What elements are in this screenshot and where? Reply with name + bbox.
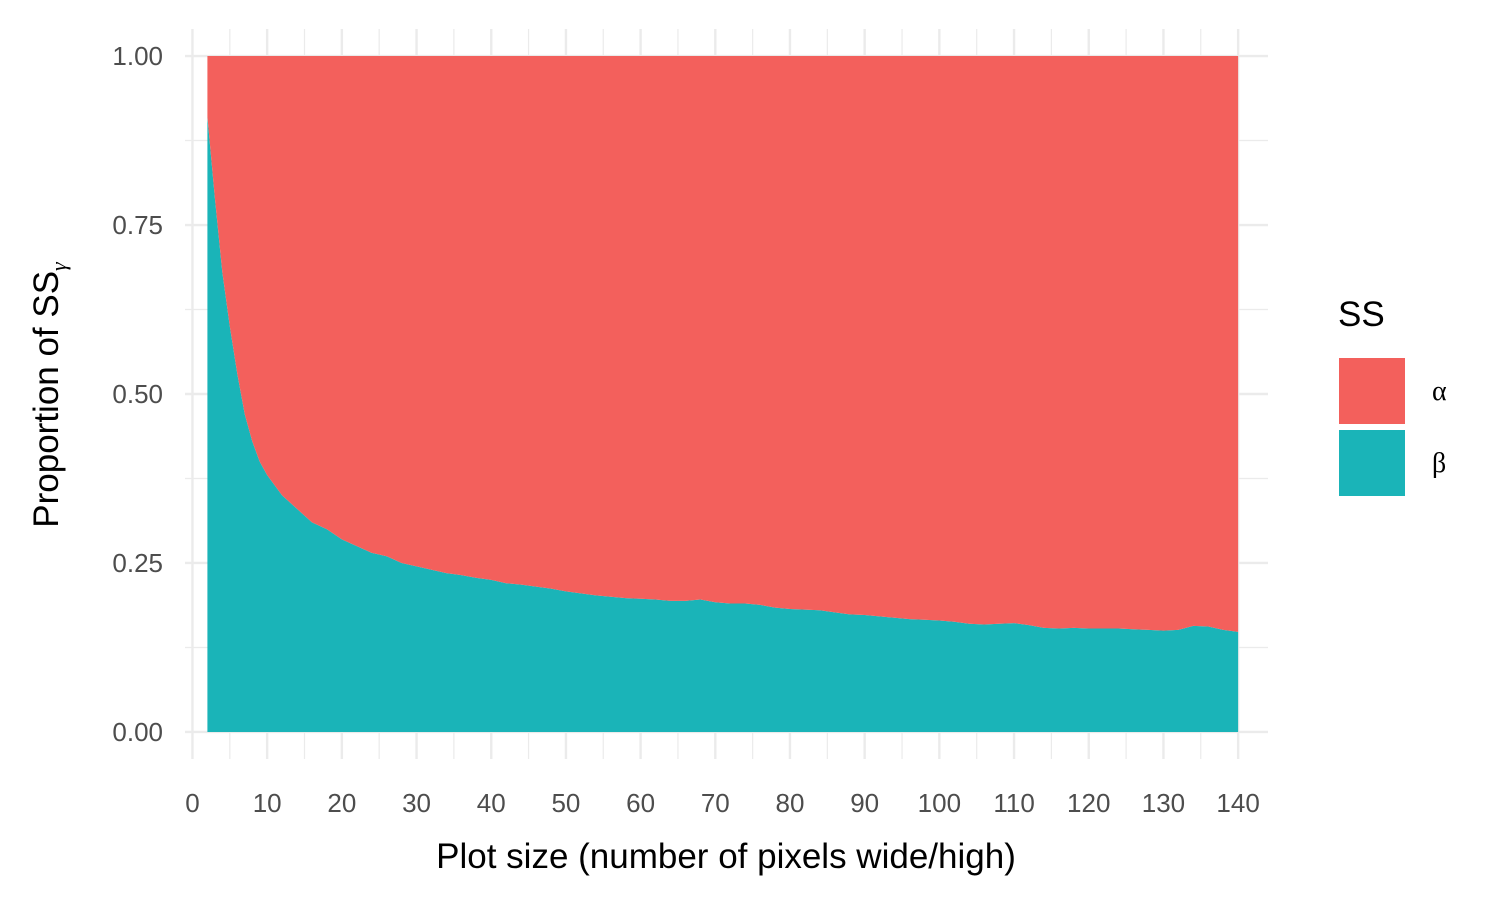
y-axis-ticks: 0.00 0.25 0.50 0.75 1.00: [112, 41, 163, 747]
legend-swatch-beta: [1339, 430, 1405, 496]
legend-title: SS: [1338, 295, 1385, 334]
y-tick-label: 0.75: [112, 210, 163, 240]
y-axis-title: Proportion of SSγ: [27, 261, 71, 528]
x-tick-label: 30: [402, 788, 431, 818]
x-tick-label: 110: [993, 788, 1034, 818]
y-axis-title-subscript: γ: [46, 261, 71, 271]
x-tick-label: 80: [776, 788, 805, 818]
legend-label-alpha: α: [1432, 376, 1447, 407]
x-axis-title: Plot size (number of pixels wide/high): [436, 837, 1016, 876]
y-axis-title-main: Proportion of SS: [27, 271, 66, 528]
x-tick-label: 20: [327, 788, 356, 818]
area-beta: [207, 116, 1239, 732]
legend-swatch-alpha: [1339, 358, 1405, 424]
y-tick-label: 0.25: [112, 548, 163, 578]
x-tick-label: 10: [253, 788, 282, 818]
y-axis-title-group: Proportion of SSγ: [27, 261, 71, 528]
x-tick-label: 70: [701, 788, 730, 818]
y-tick-label: 0.00: [112, 717, 163, 747]
x-tick-label: 90: [850, 788, 879, 818]
x-tick-label: 40: [477, 788, 506, 818]
x-axis-ticks: 0 10 20 30 40 50 60 70 80 90 100 110 120 130 140: [185, 788, 1260, 818]
x-tick-label: 140: [1216, 788, 1259, 818]
area-series: [207, 56, 1239, 732]
x-tick-label: 100: [918, 788, 961, 818]
x-tick-label: 50: [551, 788, 580, 818]
y-tick-label: 1.00: [112, 41, 163, 71]
x-tick-label: 120: [1067, 788, 1110, 818]
legend: SS α β: [1338, 295, 1447, 496]
x-tick-label: 0: [185, 788, 199, 818]
x-tick-label: 60: [626, 788, 655, 818]
area-alpha: [207, 56, 1239, 632]
x-tick-label: 130: [1142, 788, 1185, 818]
legend-label-beta: β: [1432, 448, 1446, 479]
y-tick-label: 0.50: [112, 379, 163, 409]
